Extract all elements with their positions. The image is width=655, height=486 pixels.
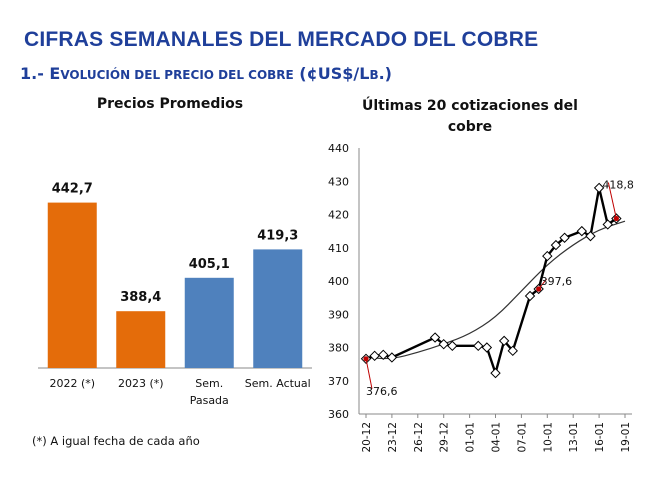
y-tick-label: 390 <box>328 308 349 321</box>
price-point <box>542 250 553 262</box>
x-tick-label: 16-01 <box>594 422 606 453</box>
price-point <box>585 230 596 242</box>
x-tick-label: 26-12 <box>413 422 425 453</box>
x-tick-label: 19-01 <box>620 422 632 453</box>
line-chart-title-line-1: Últimas 20 cotizaciones del <box>362 98 578 114</box>
bar-category-label-1: 2022 (*) <box>49 377 95 390</box>
bar-1 <box>47 202 97 368</box>
price-point <box>550 239 562 251</box>
annotation-marker <box>363 356 369 362</box>
x-tick-label: 13-01 <box>568 422 580 453</box>
x-tick-label: 04-01 <box>491 422 503 453</box>
bar-category-label-3: Sem. <box>195 377 223 390</box>
subtitle-smallcaps-2: B <box>369 68 379 82</box>
bar-value-label-3: 405,1 <box>189 257 230 272</box>
annotation-leader <box>607 182 617 219</box>
price-point <box>490 367 501 379</box>
annotation-marker <box>536 286 542 292</box>
price-point <box>498 335 510 347</box>
price-point <box>602 219 613 230</box>
annotation-label: 376,6 <box>366 385 398 398</box>
x-tick-label: 20-12 <box>361 422 373 453</box>
price-point <box>559 232 570 243</box>
bar-2 <box>116 311 166 368</box>
line-chart-title: Últimas 20 cotizaciones del cobre <box>360 96 580 138</box>
bar-4 <box>253 249 303 368</box>
annotation-marker <box>613 215 619 222</box>
price-point <box>447 340 458 352</box>
bar-3 <box>184 277 234 368</box>
trend-line <box>365 220 626 360</box>
y-tick-label: 420 <box>328 209 349 222</box>
annotation-leader <box>365 358 373 389</box>
x-tick-label: 01-01 <box>465 422 477 453</box>
subtitle-smallcaps: VOLUCIÓN DEL PRECIO DEL COBRE <box>60 68 294 82</box>
bar-category-label-2: 2023 (*) <box>118 377 164 390</box>
x-tick-label: 23-12 <box>387 422 399 453</box>
section-subtitle: 1.- EVOLUCIÓN DEL PRECIO DEL COBRE (¢US$… <box>20 64 392 83</box>
page-title: CIFRAS SEMANALES DEL MERCADO DEL COBRE <box>24 28 539 51</box>
y-tick-label: 430 <box>328 175 349 188</box>
footnote: (*) A igual fecha de cada año <box>32 434 200 448</box>
x-tick-label: 07-01 <box>516 422 528 453</box>
bar-category-label-3: Pasada <box>190 394 229 407</box>
price-point <box>429 332 441 343</box>
price-point <box>378 349 389 361</box>
price-point <box>481 342 493 353</box>
y-tick-label: 370 <box>328 375 349 388</box>
subtitle-end: .) <box>378 64 392 83</box>
subtitle-suffix: (¢US$/L <box>293 64 370 83</box>
y-tick-label: 380 <box>328 342 349 355</box>
price-point <box>438 338 449 350</box>
price-series-line <box>365 187 618 378</box>
price-point <box>507 345 518 357</box>
bar-value-label-1: 442,7 <box>52 182 93 197</box>
bar-chart-title: Precios Promedios <box>96 96 244 112</box>
price-point <box>369 350 380 362</box>
price-point <box>524 290 536 302</box>
x-tick-label: 29-12 <box>439 422 451 453</box>
annotation-label: 418,8 <box>602 178 634 191</box>
price-point <box>593 182 605 194</box>
bar-value-label-2: 388,4 <box>120 290 161 305</box>
bar-category-label-4: Sem. Actual <box>245 377 311 390</box>
y-tick-label: 400 <box>328 275 349 288</box>
price-point <box>386 352 398 363</box>
y-tick-label: 410 <box>328 242 349 255</box>
x-tick-label: 10-01 <box>542 422 554 453</box>
y-tick-label: 360 <box>328 408 349 421</box>
y-tick-label: 440 <box>328 142 349 155</box>
bar-value-label-4: 419,3 <box>257 228 298 243</box>
price-point <box>576 225 588 237</box>
line-chart-title-line-2: cobre <box>447 119 493 135</box>
subtitle-prefix: 1.- E <box>20 64 61 83</box>
annotation-label: 397,6 <box>541 275 573 288</box>
price-point <box>473 340 484 352</box>
